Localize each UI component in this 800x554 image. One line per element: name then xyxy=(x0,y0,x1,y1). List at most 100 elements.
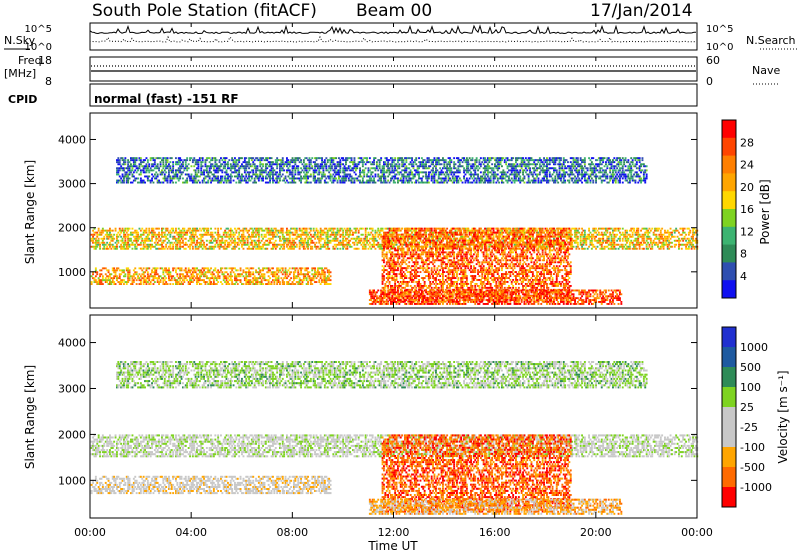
data-cell-upper-band xyxy=(346,227,349,230)
data-cell-upper-band xyxy=(190,235,193,238)
data-cell-lower-band-morning xyxy=(182,283,184,285)
data-cell-upper-band xyxy=(200,235,203,238)
data-cell-upper-band xyxy=(621,231,624,234)
data-cell-upper-band xyxy=(120,231,123,234)
data-cell-upper-band xyxy=(662,243,665,246)
data-cell-upper-band xyxy=(485,237,488,240)
data-cell-midday-streaks xyxy=(412,239,415,242)
data-cell-midday-streaks xyxy=(411,269,413,272)
data-cell-upper-band xyxy=(228,235,231,238)
data-cell-upper-band xyxy=(491,241,494,244)
data-cell-upper-band xyxy=(241,239,243,242)
data-cell-midday-streaks xyxy=(405,229,408,232)
data-cell-lower-band-morning xyxy=(283,281,286,283)
data-cell-upper-band xyxy=(304,231,307,234)
data-cell-upper-band xyxy=(546,243,548,246)
data-cell-lower-band-morning xyxy=(201,273,204,276)
data-cell-midday-streaks xyxy=(406,251,409,254)
data-cell-upper-band xyxy=(151,231,153,234)
data-cell-upper-band xyxy=(499,231,502,234)
data-cell-upper-band xyxy=(553,237,555,240)
data-cell-midday-streaks xyxy=(451,241,454,244)
data-cell-upper-band xyxy=(96,233,99,236)
data-cell-upper-band xyxy=(149,231,152,234)
data-cell-midday-streaks xyxy=(405,283,408,285)
data-cell-midday-streaks xyxy=(447,283,450,285)
data-cell-upper-band xyxy=(655,229,658,232)
data-cell-midday-streaks xyxy=(429,251,432,254)
data-cell-upper-band xyxy=(425,231,427,234)
data-cell-upper-band xyxy=(343,227,346,230)
data-cell-upper-band xyxy=(231,229,234,232)
data-cell-upper-band xyxy=(624,239,627,242)
data-cell-lower-band-morning xyxy=(245,281,248,283)
data-cell-midday-streaks xyxy=(394,263,397,266)
data-cell-upper-band xyxy=(132,231,135,234)
data-cell-lower-band-morning xyxy=(249,283,252,285)
data-cell-lower-band-morning xyxy=(196,267,198,270)
data-cell-lower-band-morning xyxy=(207,267,210,270)
data-cell-upper-band xyxy=(170,231,173,234)
data-cell-upper-band xyxy=(125,243,128,246)
data-cell-upper-band xyxy=(551,233,554,236)
data-cell-midday-streaks xyxy=(456,283,458,285)
data-cell-lower-band-morning xyxy=(127,277,130,280)
data-cell-lower-band-morning xyxy=(200,271,203,274)
data-cell-midday-streaks xyxy=(411,286,413,289)
data-cell-upper-band xyxy=(93,227,96,230)
data-cell-midday-streaks xyxy=(399,265,402,268)
data-cell-upper-band xyxy=(669,227,672,230)
data-cell-upper-band xyxy=(377,233,380,236)
data-cell-upper-band xyxy=(263,229,266,232)
data-cell-midday-streaks xyxy=(439,231,442,234)
data-cell-midday-streaks xyxy=(430,269,433,272)
data-cell-lower-band-morning xyxy=(215,279,218,282)
data-cell-upper-band xyxy=(243,241,246,244)
data-cell-upper-band xyxy=(665,237,668,240)
data-cell-midday-streaks xyxy=(460,259,463,262)
data-cell-midday-streaks xyxy=(419,294,422,297)
data-cell-lower-band-morning xyxy=(235,277,238,280)
data-cell-midday-streaks xyxy=(381,281,384,283)
data-cell-midday-streaks xyxy=(430,233,433,236)
data-cell-upper-band xyxy=(238,231,241,234)
data-cell-midday-streaks xyxy=(436,286,439,289)
data-cell-lower-band-morning xyxy=(153,269,156,272)
data-cell-upper-band xyxy=(151,239,153,242)
data-cell-lower-band-morning xyxy=(201,279,204,282)
data-cell-lower-band-morning xyxy=(183,277,186,280)
data-cell-upper-band xyxy=(642,247,645,250)
data-cell-upper-band xyxy=(501,245,503,248)
data-cell-upper-band xyxy=(215,241,218,244)
data-cell-midday-streaks xyxy=(383,279,385,281)
data-cell-upper-band xyxy=(183,233,186,236)
data-cell-lower-band-morning xyxy=(176,279,179,282)
data-cell-upper-band xyxy=(485,227,488,230)
data-cell-midday-streaks xyxy=(463,259,465,262)
data-cell-midday-streaks xyxy=(436,298,439,301)
data-cell-upper-band xyxy=(638,243,641,246)
data-cell-midday-streaks xyxy=(442,296,444,299)
data-cell-upper-band xyxy=(637,237,640,240)
data-cell-upper-band xyxy=(96,231,99,234)
data-cell-upper-band xyxy=(280,239,283,242)
data-cell-midday-streaks xyxy=(408,265,411,268)
data-cell-lower-band-morning xyxy=(127,267,130,270)
data-cell-upper-band xyxy=(183,247,186,250)
data-cell-lower-band-morning xyxy=(134,271,137,274)
data-cell-upper-band xyxy=(649,229,652,232)
data-cell-upper-band xyxy=(111,235,114,238)
data-cell-lower-band-morning xyxy=(260,279,263,282)
data-cell-midday-streaks xyxy=(422,261,425,264)
data-cell-upper-band xyxy=(336,233,339,236)
data-cell-upper-band xyxy=(590,241,593,244)
data-cell-upper-band xyxy=(266,227,269,230)
data-cell-midday-streaks xyxy=(409,273,412,275)
data-cell-upper-band xyxy=(368,237,371,240)
data-cell-upper-band xyxy=(371,233,374,236)
data-cell-midday-streaks xyxy=(426,253,429,256)
data-cell-lower-band-morning xyxy=(153,275,156,278)
data-cell-lower-band-morning xyxy=(274,271,277,274)
data-cell-lower-band-morning xyxy=(284,275,287,278)
data-cell-upper-band xyxy=(238,227,241,230)
